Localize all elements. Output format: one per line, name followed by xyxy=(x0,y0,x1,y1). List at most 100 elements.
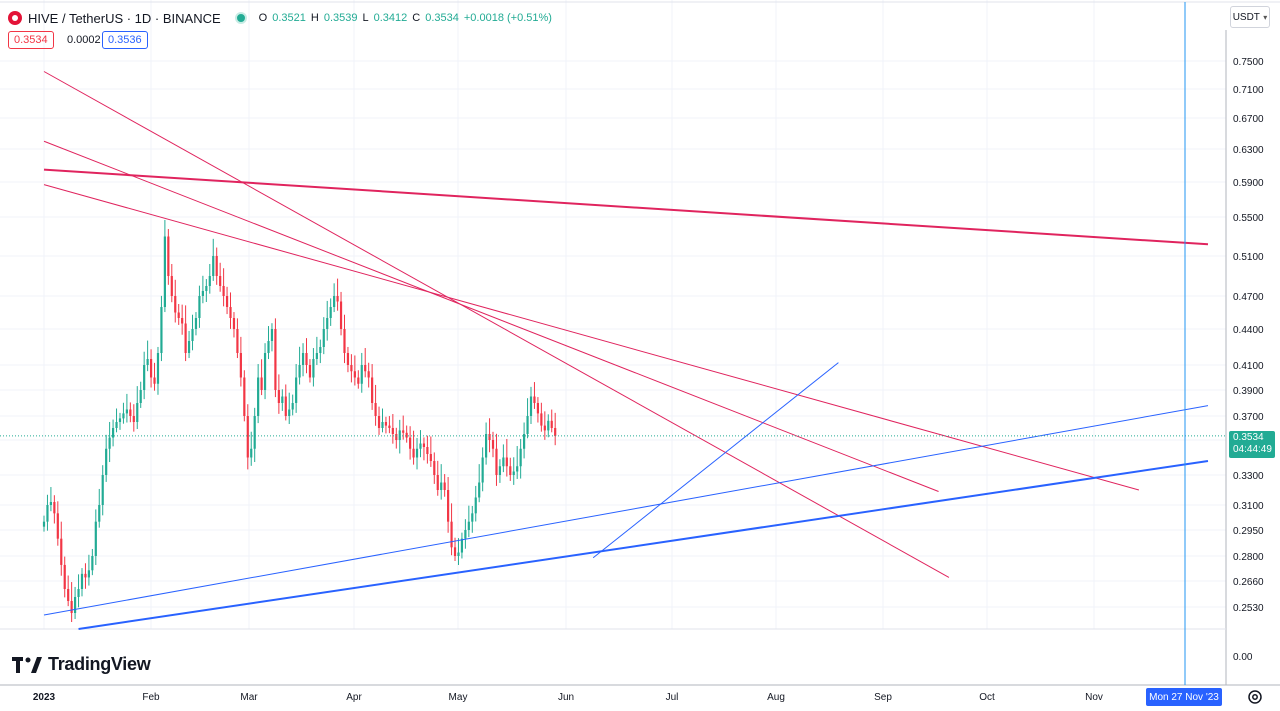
candle-body xyxy=(215,256,218,276)
close-value: 0.3534 xyxy=(425,12,459,24)
candle-body xyxy=(149,359,153,378)
candle-body xyxy=(129,409,132,416)
candle-body xyxy=(191,329,194,341)
candle-body xyxy=(194,318,198,329)
candle-body xyxy=(512,471,515,475)
buy-price-button[interactable]: 0.3536 xyxy=(102,31,148,49)
candle-body xyxy=(478,482,481,498)
candle-body xyxy=(409,437,412,449)
candle-body xyxy=(125,409,128,414)
x-tick-label: Aug xyxy=(767,692,785,703)
candle-body xyxy=(42,521,46,527)
candle-body xyxy=(295,377,298,403)
candle-body xyxy=(225,296,229,307)
candle-body xyxy=(402,430,405,433)
candle-body xyxy=(481,457,484,483)
sell-price-button[interactable]: 0.3534 xyxy=(8,31,54,49)
candle-body xyxy=(143,365,146,390)
candle-body xyxy=(243,377,246,416)
candle-body xyxy=(443,482,446,490)
resistance-trendline xyxy=(43,184,1140,491)
candle-body xyxy=(460,538,464,553)
candle-body xyxy=(132,416,135,422)
candle-body xyxy=(229,307,232,318)
candle-body xyxy=(91,556,94,571)
market-status-icon xyxy=(234,12,247,24)
resistance-trendline xyxy=(43,71,950,578)
candle-body xyxy=(367,371,370,378)
candle-body xyxy=(281,396,284,403)
candle-body xyxy=(274,329,277,390)
candle-body xyxy=(412,448,415,458)
currency-selector[interactable]: USDT ▾ xyxy=(1230,6,1270,28)
candle-body xyxy=(326,318,329,329)
resistance-trendline xyxy=(43,140,939,492)
candle-body xyxy=(253,416,256,449)
ohlc-values: O 0.3521 H 0.3539 L 0.3412 C 0.3534 +0.0018 … xyxy=(259,12,552,24)
candle-body xyxy=(426,447,429,454)
candle-body xyxy=(343,329,346,353)
open-value: 0.3521 xyxy=(272,12,306,24)
candle-body xyxy=(246,416,249,458)
chevron-down-icon: ▾ xyxy=(1263,12,1268,22)
candle-body xyxy=(46,505,49,522)
candle-body xyxy=(488,434,491,440)
y-tick-label: 0.3100 xyxy=(1233,501,1264,512)
candle-body xyxy=(63,564,66,589)
symbol-title[interactable]: HIVE / TetherUS · 1D · BINANCE xyxy=(28,10,221,26)
candle-body xyxy=(495,448,498,475)
candle-body xyxy=(101,475,104,505)
candle-body xyxy=(305,353,308,365)
candle-body xyxy=(457,552,460,556)
candle-body xyxy=(160,307,163,353)
candle-body xyxy=(377,416,381,428)
candle-body xyxy=(395,434,398,440)
candle-body xyxy=(419,443,422,449)
candle-body xyxy=(516,466,519,472)
candle-body xyxy=(270,329,274,341)
candle-body xyxy=(384,422,388,426)
candle-body xyxy=(533,396,536,403)
x-tick-label: 2023 xyxy=(33,692,56,703)
candle-body xyxy=(260,377,263,390)
candle-body xyxy=(118,418,122,422)
y-tick-label: 0.3300 xyxy=(1233,471,1264,482)
candle-body xyxy=(77,589,80,597)
candle-body xyxy=(405,432,408,438)
y-tick-label: 0.2660 xyxy=(1233,577,1264,588)
candle-body xyxy=(398,430,401,440)
candle-body xyxy=(70,601,73,613)
y-tick-label: 0.5900 xyxy=(1233,178,1264,189)
candle-body xyxy=(239,353,242,378)
bar-countdown: 04:44:49 xyxy=(1233,444,1272,455)
candle-body xyxy=(550,420,553,428)
candle-body xyxy=(146,359,149,365)
y-tick-label: 0.5100 xyxy=(1233,252,1264,263)
candle-body xyxy=(526,416,529,434)
candle-body xyxy=(212,256,215,276)
candle-body xyxy=(415,448,419,458)
candle-body xyxy=(374,403,377,416)
tradingview-logo[interactable]: TradingView xyxy=(12,654,151,675)
y-tick-label: 0.4700 xyxy=(1233,292,1264,303)
candle-body xyxy=(308,365,312,378)
candle-body xyxy=(453,547,457,556)
support-trendline xyxy=(592,362,839,559)
candle-body xyxy=(336,296,339,302)
close-label: C xyxy=(412,12,421,24)
candle-body xyxy=(491,440,495,449)
x-tick-label: Jun xyxy=(558,692,574,703)
candle-body xyxy=(364,365,367,372)
candle-body xyxy=(540,413,543,426)
change-value: +0.0018 (+0.51%) xyxy=(463,12,552,24)
candle-body xyxy=(450,521,453,548)
candle-body xyxy=(433,461,436,475)
candle-body xyxy=(388,425,391,428)
candle-body xyxy=(391,428,394,434)
resistance-trendline xyxy=(43,168,1209,246)
candle-body xyxy=(315,353,318,359)
candle-body xyxy=(346,353,350,365)
settings-gear-icon[interactable] xyxy=(1246,688,1264,706)
hive-logo-icon xyxy=(8,11,22,25)
